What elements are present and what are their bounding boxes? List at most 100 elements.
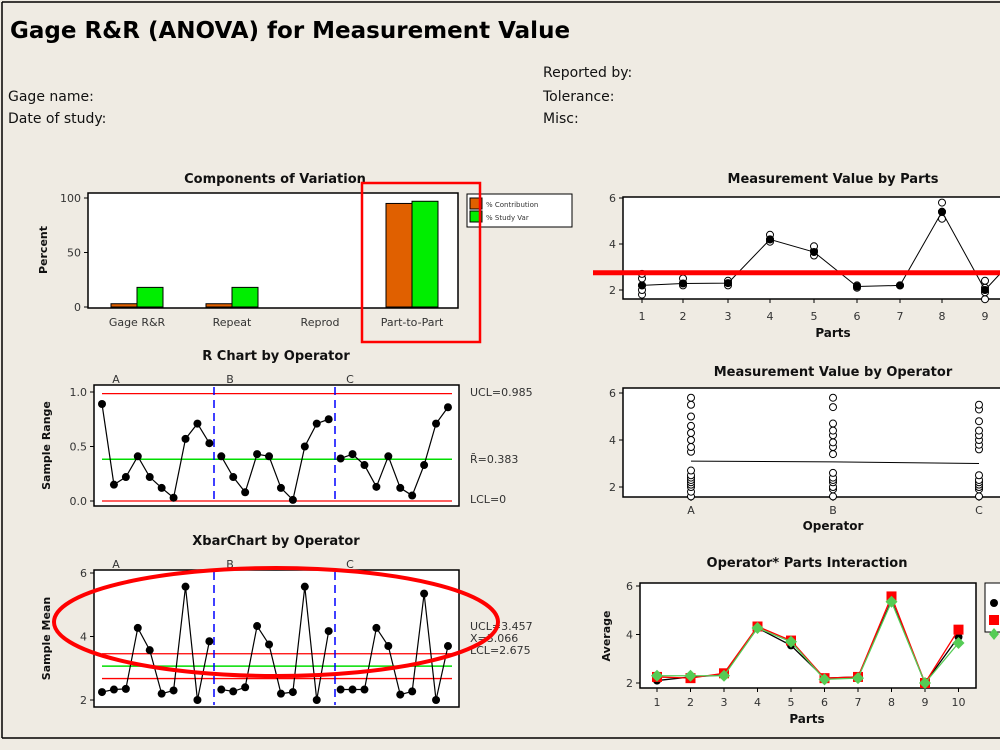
data-point bbox=[443, 642, 452, 651]
date-of-study-label: Date of study: bbox=[8, 111, 107, 127]
data-point bbox=[157, 689, 166, 698]
y-tick-label: 6 bbox=[609, 387, 616, 400]
data-point bbox=[229, 687, 238, 696]
observation-point bbox=[981, 295, 989, 304]
series-c-point bbox=[751, 621, 764, 634]
data-point bbox=[181, 582, 190, 591]
x-tick-label: 3 bbox=[721, 696, 728, 709]
observation-point bbox=[829, 393, 837, 402]
operator-label: C bbox=[346, 558, 354, 571]
data-point bbox=[360, 685, 369, 694]
tolerance-label: Tolerance: bbox=[543, 89, 615, 105]
data-point bbox=[432, 696, 441, 704]
mean-line bbox=[641, 210, 1000, 291]
observation-point bbox=[687, 421, 695, 430]
mean-point bbox=[766, 235, 774, 244]
data-point bbox=[181, 434, 190, 443]
data-point bbox=[324, 627, 333, 636]
plot-area bbox=[93, 384, 460, 507]
x-tick-label: 3 bbox=[725, 310, 732, 323]
x-tick-label: 8 bbox=[888, 696, 895, 709]
operator-label: A bbox=[112, 558, 120, 571]
y-tick-label: 1.0 bbox=[70, 386, 88, 399]
chart-title: R Chart by Operator bbox=[202, 349, 350, 364]
data-point bbox=[253, 622, 262, 631]
series-c-point bbox=[651, 669, 663, 682]
mean-point bbox=[853, 282, 861, 291]
series-line bbox=[101, 403, 210, 499]
data-point bbox=[300, 442, 309, 451]
bar bbox=[205, 303, 233, 308]
observation-point bbox=[829, 419, 837, 428]
data-point bbox=[193, 419, 202, 428]
data-point bbox=[145, 473, 154, 482]
y-tick-label: 0.0 bbox=[70, 495, 88, 508]
bar bbox=[136, 286, 164, 308]
y-tick-label: 4 bbox=[80, 631, 87, 644]
plot-area bbox=[93, 569, 460, 708]
lcl-label: LCL=0 bbox=[470, 493, 506, 506]
bar bbox=[110, 303, 138, 308]
y-tick-label: 4 bbox=[609, 238, 616, 251]
y-tick-label: 0.5 bbox=[70, 441, 88, 454]
mean-point bbox=[679, 279, 687, 288]
x-tick-label: 1 bbox=[654, 696, 661, 709]
y-tick-label: 2 bbox=[609, 481, 616, 494]
data-point bbox=[443, 403, 452, 412]
observation-point bbox=[975, 471, 983, 480]
data-point bbox=[121, 473, 130, 482]
reported-by-label: Reported by: bbox=[543, 65, 633, 81]
series-line bbox=[101, 586, 210, 701]
operator-label: A bbox=[112, 373, 120, 386]
observation-point bbox=[975, 417, 983, 426]
highlight-rectangle bbox=[360, 181, 482, 344]
x-tick-label: 9 bbox=[982, 310, 989, 323]
x-tick-label: 4 bbox=[754, 696, 761, 709]
chart-title: XbarChart by Operator bbox=[192, 534, 360, 549]
observation-point bbox=[829, 492, 837, 501]
x-tick-label: B bbox=[829, 504, 837, 517]
observation-point bbox=[975, 400, 983, 409]
data-point bbox=[205, 439, 214, 448]
x-tick-label: 2 bbox=[687, 696, 694, 709]
data-point bbox=[408, 491, 417, 500]
x-tick-label: Repeat bbox=[213, 316, 252, 329]
x-tick-label: 5 bbox=[811, 310, 818, 323]
gage-name-label: Gage name: bbox=[8, 89, 94, 105]
data-point bbox=[169, 686, 178, 695]
observation-point bbox=[687, 412, 695, 421]
plot-area bbox=[622, 387, 1000, 498]
operator-label: B bbox=[226, 373, 234, 386]
data-point bbox=[157, 483, 166, 492]
legend-marker-c bbox=[989, 628, 999, 640]
data-point bbox=[98, 399, 106, 408]
mean-line bbox=[690, 460, 980, 464]
data-point bbox=[241, 683, 250, 692]
series-c-point bbox=[952, 636, 965, 649]
data-point bbox=[253, 450, 262, 459]
legend-marker-a bbox=[990, 599, 998, 607]
x-axis-label: Parts bbox=[815, 326, 850, 340]
x-tick-label: Gage R&R bbox=[109, 316, 166, 329]
report-title: Gage R&R (ANOVA) for Measurement Value bbox=[10, 18, 571, 44]
data-point bbox=[193, 696, 202, 704]
y-tick-label: 6 bbox=[609, 192, 616, 205]
legend-marker-b bbox=[989, 615, 999, 625]
observation-point bbox=[687, 466, 695, 475]
x-tick-label: 2 bbox=[680, 310, 687, 323]
y-axis-label: Average bbox=[600, 611, 613, 662]
lcl-label: LCL=2.675 bbox=[470, 644, 531, 657]
mean-point bbox=[638, 281, 646, 290]
mean-point bbox=[896, 281, 904, 290]
data-point bbox=[348, 685, 357, 694]
operator-label: C bbox=[346, 373, 354, 386]
x-tick-label: 5 bbox=[788, 696, 795, 709]
observation-point bbox=[829, 426, 837, 435]
data-point bbox=[265, 452, 274, 461]
data-point bbox=[360, 461, 369, 470]
mean-point bbox=[981, 286, 989, 294]
observation-point bbox=[687, 393, 695, 402]
observation-point bbox=[981, 276, 989, 285]
series-line bbox=[340, 406, 449, 497]
